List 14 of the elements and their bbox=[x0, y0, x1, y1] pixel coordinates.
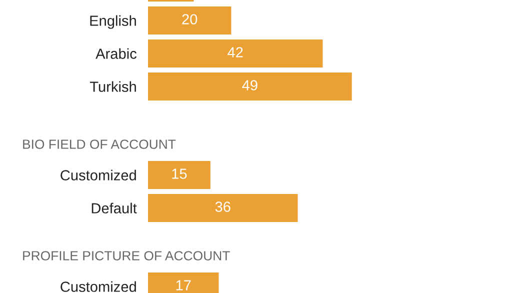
data-label: 36 bbox=[215, 202, 230, 212]
y-tick-label: Customized bbox=[60, 170, 136, 180]
y-tick-label: Turkish bbox=[90, 81, 136, 92]
data-label: 15 bbox=[172, 168, 187, 179]
data-label: 17 bbox=[176, 280, 191, 290]
data-label: 20 bbox=[182, 14, 198, 24]
chart-title: BIO FIELD OF ACCOUNT bbox=[23, 140, 176, 149]
y-tick-label: Arabic bbox=[96, 48, 137, 59]
y-tick-label: English bbox=[90, 15, 136, 29]
data-label: 42 bbox=[228, 47, 243, 58]
y-tick-label: Customized bbox=[60, 281, 136, 292]
chart-title: PROFILE PICTURE OF ACCOUNT bbox=[23, 251, 230, 260]
data-label: 49 bbox=[242, 80, 258, 90]
y-tick-label: Default bbox=[92, 202, 137, 214]
